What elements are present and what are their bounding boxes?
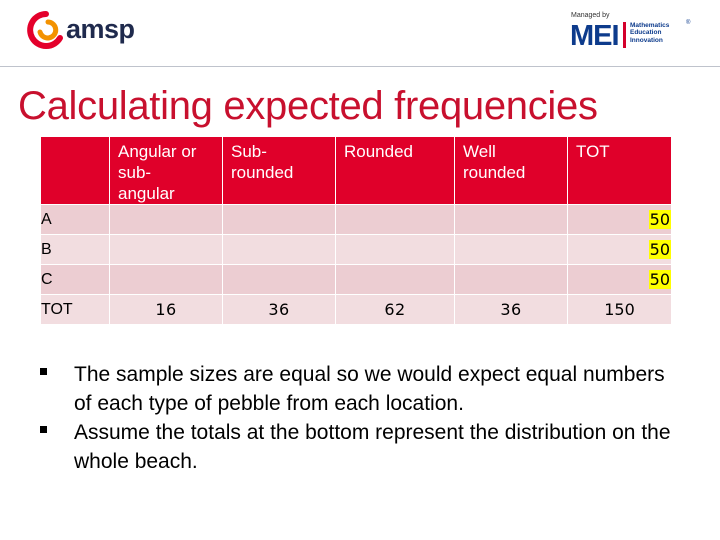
table-row-a: A 50 <box>40 204 672 235</box>
row-total-cell: 50 <box>567 204 672 235</box>
mei-line-3: Innovation <box>630 36 663 44</box>
table-cell <box>335 264 455 295</box>
row-label: B <box>40 234 110 265</box>
table-cell <box>109 204 223 235</box>
square-bullet-icon <box>40 368 47 375</box>
mei-line-1: Mathematics <box>630 22 670 29</box>
row-total-value: 50 <box>648 240 671 259</box>
mei-subtitle: Mathematics Education Innovation <box>630 22 669 44</box>
row-label: C <box>40 264 110 295</box>
header-cell-rounded: Rounded <box>335 136 455 205</box>
amsp-swirl-icon <box>27 11 63 49</box>
table-header-row: Angular or sub- angular Sub- rounded Rou… <box>40 136 672 205</box>
table-cell <box>222 234 336 265</box>
amsp-logo: amsp <box>26 8 156 54</box>
mei-line-2: Education <box>630 29 662 37</box>
table-row-c: C 50 <box>40 264 672 295</box>
table-cell <box>335 204 455 235</box>
header-text: Sub- <box>231 142 267 161</box>
header-text: sub- <box>118 163 152 182</box>
header-cell-well-rounded: Well rounded <box>454 136 568 205</box>
table-cell: 36 <box>454 294 568 325</box>
list-item: The sample sizes are equal so we would e… <box>40 360 680 418</box>
table-cell: 62 <box>335 294 455 325</box>
table-cell <box>222 204 336 235</box>
amsp-wordmark: amsp <box>66 14 135 44</box>
frequency-table: Angular or sub- angular Sub- rounded Rou… <box>40 136 672 325</box>
notes-list: The sample sizes are equal so we would e… <box>40 360 680 476</box>
mei-divider <box>623 22 626 48</box>
row-total-value: 50 <box>648 270 671 289</box>
managed-by-label: Managed by <box>571 12 610 19</box>
header-cell-sub-rounded: Sub- rounded <box>222 136 336 205</box>
table-cell: 16 <box>109 294 223 325</box>
mei-logo: Managed by MEI Mathematics Education Inn… <box>568 12 708 52</box>
table-cell <box>454 264 568 295</box>
page-title: Calculating expected frequencies <box>18 84 598 128</box>
note-text: The sample sizes are equal so we would e… <box>74 363 665 415</box>
table-cell <box>454 234 568 265</box>
header-cell-angular: Angular or sub- angular <box>109 136 223 205</box>
header-text: rounded <box>231 163 294 182</box>
registered-mark: ® <box>686 20 691 26</box>
mei-wordmark: MEI <box>570 20 620 52</box>
table-cell <box>222 264 336 295</box>
header-cell-tot: TOT <box>567 136 672 205</box>
header-text: TOT <box>576 142 610 161</box>
table-row-b: B 50 <box>40 234 672 265</box>
row-total-cell: 50 <box>567 234 672 265</box>
header-divider <box>0 66 720 67</box>
table-cell <box>109 234 223 265</box>
row-total-cell: 50 <box>567 264 672 295</box>
table-cell <box>454 204 568 235</box>
header-text: angular <box>118 184 175 203</box>
table-cell <box>109 264 223 295</box>
row-label: A <box>40 204 110 235</box>
square-bullet-icon <box>40 426 47 433</box>
row-total-value: 50 <box>648 210 671 229</box>
row-label: TOT <box>40 294 110 325</box>
header-text: rounded <box>463 163 526 182</box>
header-text: Angular or <box>118 142 197 161</box>
header-text: Rounded <box>344 142 414 161</box>
note-text: Assume the totals at the bottom represen… <box>74 421 671 473</box>
header-text: Well <box>463 142 496 161</box>
table-row-tot: TOT 16 36 62 36 150 <box>40 294 672 325</box>
grand-total-cell: 150 <box>567 294 672 325</box>
table-cell: 36 <box>222 294 336 325</box>
list-item: Assume the totals at the bottom represen… <box>40 418 680 476</box>
header-cell-blank <box>40 136 110 205</box>
table-cell <box>335 234 455 265</box>
